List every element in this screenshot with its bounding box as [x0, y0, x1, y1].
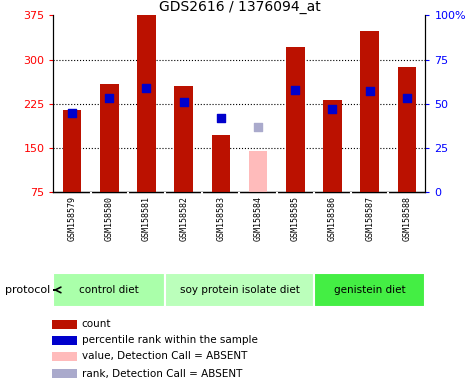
Bar	[165, 273, 314, 307]
Text: value, Detection Call = ABSENT: value, Detection Call = ABSENT	[81, 351, 247, 361]
Text: genistein diet: genistein diet	[334, 285, 405, 295]
Text: soy protein isolate diet: soy protein isolate diet	[179, 285, 299, 295]
Text: GSM158587: GSM158587	[365, 196, 374, 241]
Text: count: count	[81, 319, 111, 329]
Text: protocol: protocol	[5, 285, 50, 295]
Text: GSM158580: GSM158580	[105, 196, 114, 241]
Text: rank, Detection Call = ABSENT: rank, Detection Call = ABSENT	[81, 369, 242, 379]
Point	[68, 109, 76, 116]
Text: GSM158586: GSM158586	[328, 196, 337, 241]
Point	[143, 85, 150, 91]
Bar	[52, 320, 77, 329]
Bar	[360, 31, 379, 192]
Bar	[53, 273, 165, 307]
Bar	[52, 369, 77, 378]
Text: GSM158584: GSM158584	[253, 196, 263, 241]
Text: control diet: control diet	[80, 285, 139, 295]
Bar	[286, 46, 305, 192]
Text: GSM158581: GSM158581	[142, 196, 151, 241]
Point	[106, 95, 113, 101]
Bar	[174, 86, 193, 192]
Point	[254, 124, 262, 130]
Bar	[212, 135, 230, 192]
Bar	[323, 99, 342, 192]
Bar	[137, 15, 156, 192]
Bar	[52, 336, 77, 344]
Bar	[398, 66, 416, 192]
Text: GSM158582: GSM158582	[179, 196, 188, 241]
Text: percentile rank within the sample: percentile rank within the sample	[81, 335, 258, 345]
Point	[403, 95, 411, 101]
Bar	[100, 84, 119, 192]
Text: GSM158585: GSM158585	[291, 196, 300, 241]
Point	[180, 99, 187, 105]
Point	[217, 115, 225, 121]
Title: GDS2616 / 1376094_at: GDS2616 / 1376094_at	[159, 0, 320, 14]
Bar	[52, 352, 77, 361]
Text: GSM158583: GSM158583	[216, 196, 226, 241]
Text: GSM158588: GSM158588	[402, 196, 412, 241]
Point	[366, 88, 373, 94]
Bar	[63, 109, 81, 192]
Text: GSM158579: GSM158579	[67, 196, 77, 241]
Point	[329, 106, 336, 112]
Point	[292, 86, 299, 93]
Bar	[314, 273, 425, 307]
Bar	[249, 151, 267, 192]
